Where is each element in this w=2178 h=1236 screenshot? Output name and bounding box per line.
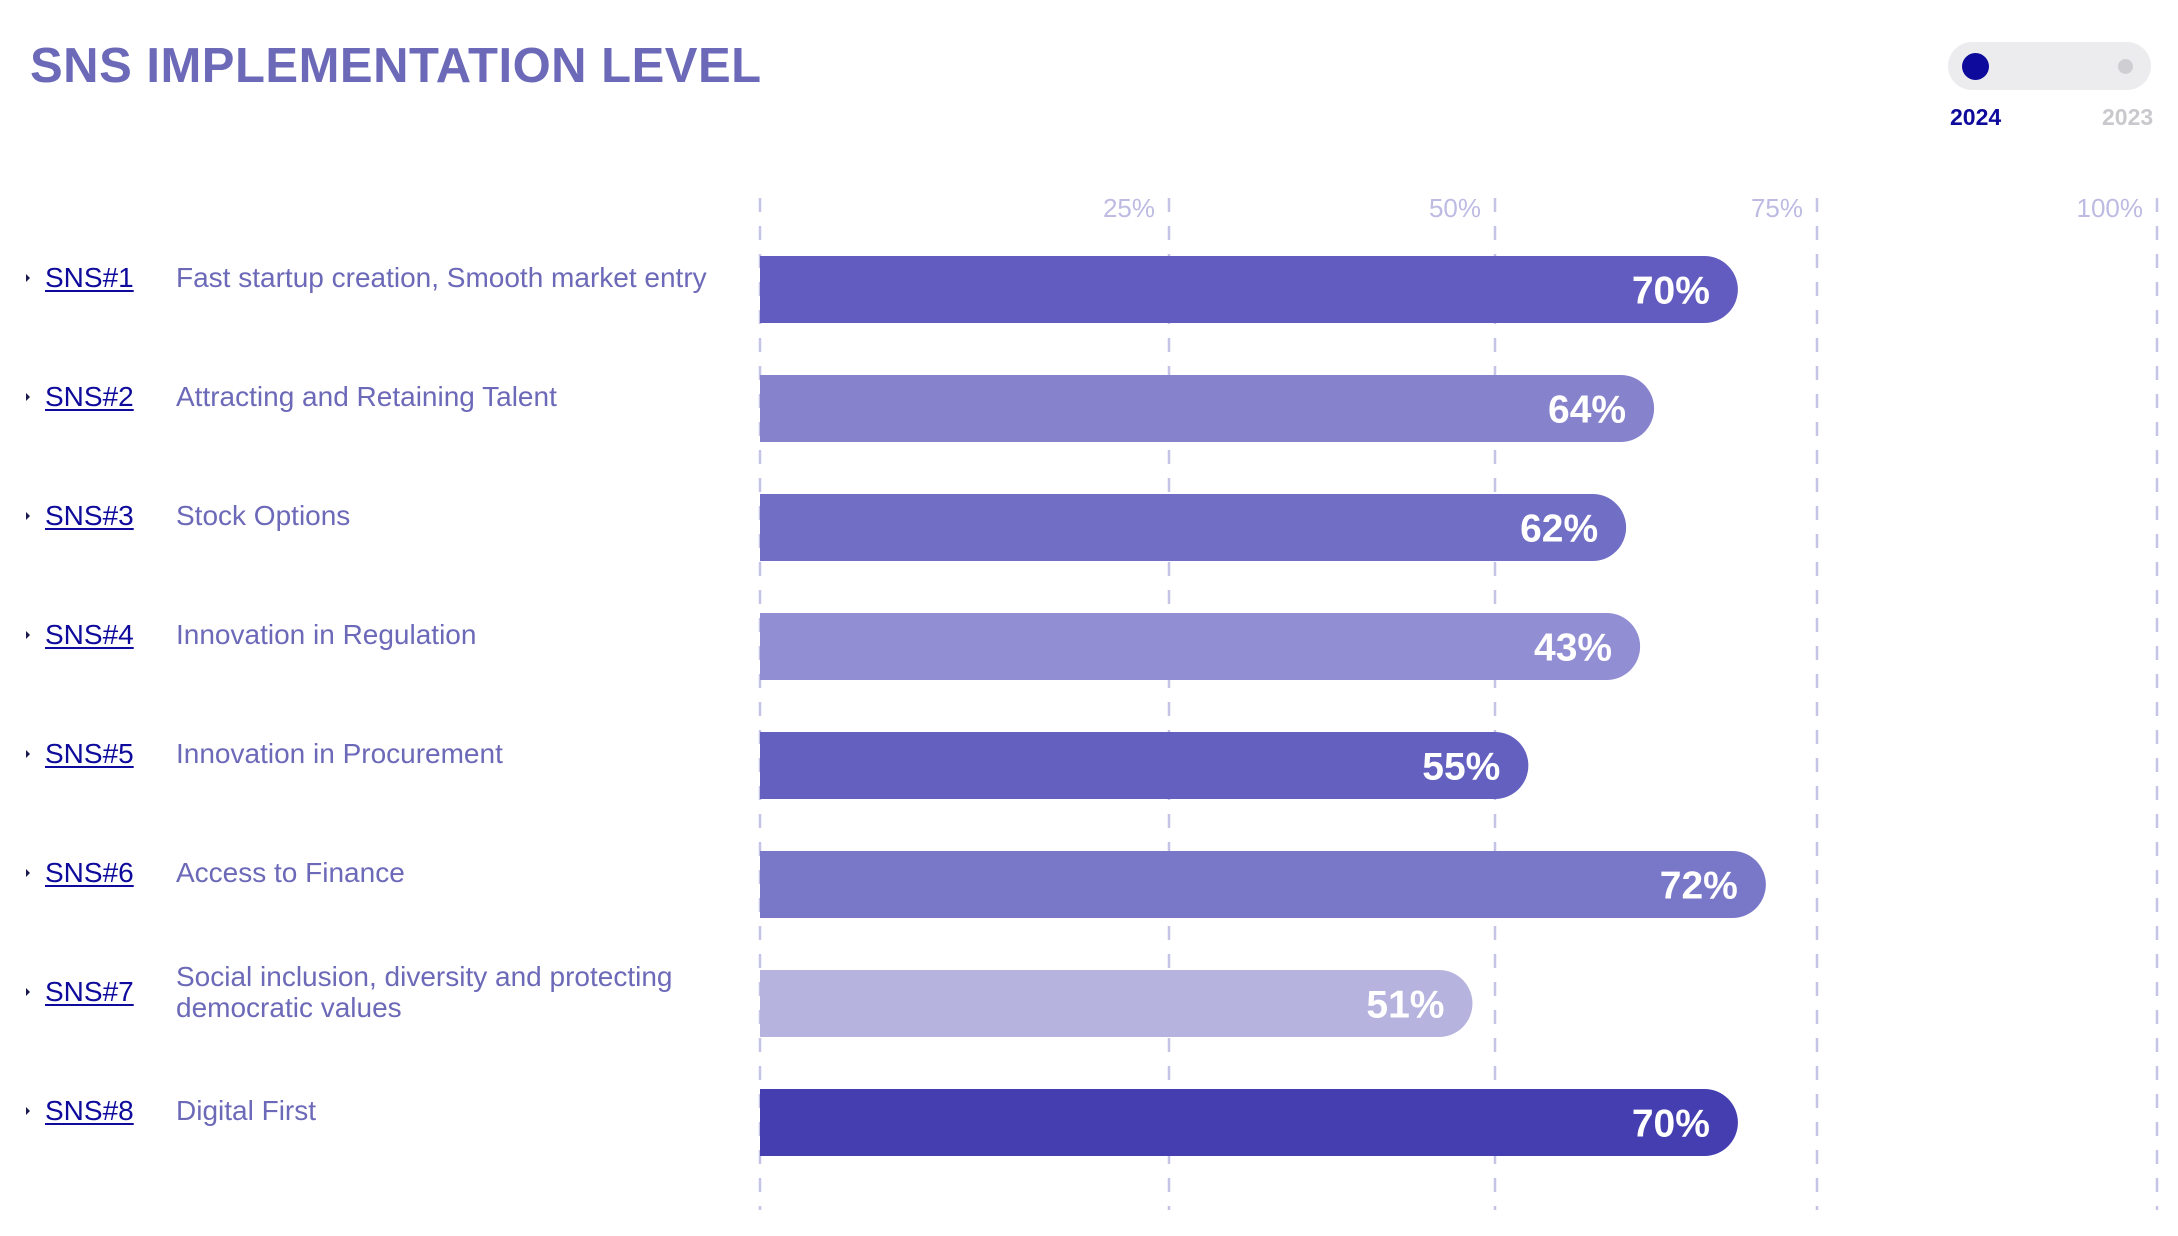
sns-link[interactable]: SNS#5 [45, 737, 134, 769]
category-row: SNS#3 Stock Options [0, 476, 740, 556]
bar [760, 256, 1738, 323]
sns-link[interactable]: SNS#2 [45, 380, 134, 412]
bar-value-label: 55% [1422, 746, 1500, 789]
sns-description: Access to Finance [176, 857, 405, 888]
row-labels: SNS#1 Fast startup creation, Smooth marke… [0, 0, 740, 1236]
bar [760, 1089, 1738, 1156]
category-row: SNS#5 Innovation in Procurement [0, 714, 740, 794]
sns-description: Innovation in Procurement [176, 738, 503, 769]
sns-link[interactable]: SNS#6 [45, 856, 134, 888]
bar [760, 375, 1655, 442]
category-row: SNS#6 Access to Finance [0, 833, 740, 913]
year-option-2024[interactable]: 2024 [1950, 104, 2002, 130]
sns-link[interactable]: SNS#8 [45, 1094, 134, 1126]
year-option-2023[interactable]: 2023 [2102, 104, 2154, 130]
x-tick-label: 100% [2077, 193, 2144, 223]
bar-value-label: 62% [1520, 508, 1598, 551]
caret-right-icon [26, 630, 30, 639]
bar-value-label: 51% [1366, 984, 1444, 1027]
bar [760, 494, 1627, 561]
sns-link[interactable]: SNS#1 [45, 261, 134, 293]
bar [760, 613, 1641, 680]
caret-right-icon [26, 273, 30, 282]
x-tick-label: 75% [1751, 193, 1803, 223]
sns-description: Innovation in Regulation [176, 619, 477, 650]
sns-description: Attracting and Retaining Talent [176, 381, 557, 412]
bar [760, 970, 1473, 1037]
category-row: SNS#7 Social inclusion, diversity and pro… [0, 952, 740, 1032]
category-row: SNS#4 Innovation in Regulation [0, 595, 740, 675]
sns-link[interactable]: SNS#3 [45, 499, 134, 531]
sns-description: Digital First [176, 1095, 317, 1126]
sns-description: Fast startup creation, Smooth market ent… [176, 262, 707, 293]
category-row: SNS#8 Digital First [0, 1071, 740, 1151]
toggle-knob-active [1962, 53, 1989, 80]
bar-value-label: 70% [1632, 270, 1710, 313]
year-toggle-switch[interactable] [1948, 42, 2151, 90]
x-tick-label: 25% [1103, 193, 1155, 223]
bar-value-label: 72% [1660, 865, 1738, 908]
sns-description: Stock Options [176, 500, 351, 531]
sns-link[interactable]: SNS#7 [45, 975, 134, 1007]
caret-right-icon [26, 1106, 30, 1115]
x-tick-label: 50% [1429, 193, 1481, 223]
bar [760, 851, 1766, 918]
bar-value-label: 70% [1632, 1103, 1710, 1146]
sns-link[interactable]: SNS#4 [45, 618, 134, 650]
bar-value-label: 64% [1548, 389, 1626, 432]
caret-right-icon [26, 868, 30, 877]
category-row: SNS#1 Fast startup creation, Smooth marke… [0, 238, 740, 318]
caret-right-icon [26, 392, 30, 401]
page-title: SNS IMPLEMENTATION LEVEL [30, 39, 762, 93]
caret-right-icon [26, 511, 30, 520]
category-row: SNS#2 Attracting and Retaining Talent [0, 357, 740, 437]
toggle-knob-inactive [2118, 59, 2133, 74]
caret-right-icon [26, 749, 30, 758]
caret-right-icon [26, 987, 30, 996]
bar-value-label: 43% [1534, 627, 1612, 670]
bar [760, 732, 1529, 799]
sns-description: Social inclusion, diversity and protecti… [176, 960, 673, 1023]
